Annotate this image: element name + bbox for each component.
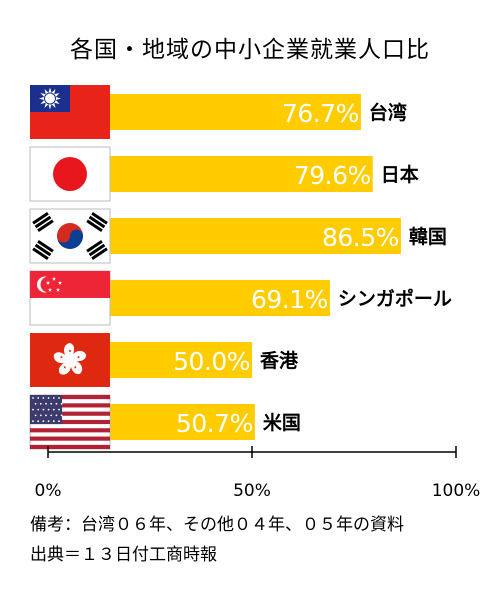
taiwan-flag-icon — [30, 85, 110, 139]
bar-value-label: 76.7% — [282, 99, 359, 128]
south-korea-flag-icon — [29, 208, 111, 264]
bar-value-label: 86.5% — [322, 223, 399, 252]
bar-row: 76.7% 台湾 — [30, 85, 407, 139]
category-label: 韓国 — [409, 225, 447, 248]
category-label: シンガポール — [338, 287, 452, 310]
category-label: 香港 — [259, 350, 299, 372]
bar-value-label: 79.6% — [294, 161, 371, 190]
category-label: 台湾 — [369, 101, 407, 124]
singapore-flag-icon — [29, 270, 111, 326]
usa-flag-icon — [29, 394, 111, 450]
bar-value-label: 50.0% — [173, 347, 250, 376]
category-label: 米国 — [263, 411, 301, 434]
bar-row: 79.6% 日本 — [29, 146, 419, 202]
chart-title: 各国・地域の中小企業就業人口比 — [70, 37, 430, 63]
bar-row: 50.7% 米国 — [29, 394, 301, 450]
x-tick-label: 50% — [233, 481, 271, 500]
x-tick-label: 0% — [35, 481, 62, 500]
bar-value-label: 50.7% — [176, 409, 253, 438]
remark-note: 備考：台湾０６年、その他０４年、０５年の資料 — [30, 515, 404, 535]
bar-row: 50.0% 香港 — [30, 333, 299, 387]
bar-value-label: 69.1% — [251, 285, 328, 314]
bar-row: 86.5% 韓国 — [29, 208, 447, 264]
hong-kong-flag-icon — [30, 333, 110, 387]
japan-flag-icon — [29, 146, 111, 202]
x-tick-label: 100% — [432, 481, 481, 500]
source-note: 出典＝１３日付工商時報 — [30, 545, 217, 565]
bar-row: 69.1% シンガポール — [29, 270, 452, 326]
category-label: 日本 — [381, 163, 419, 186]
